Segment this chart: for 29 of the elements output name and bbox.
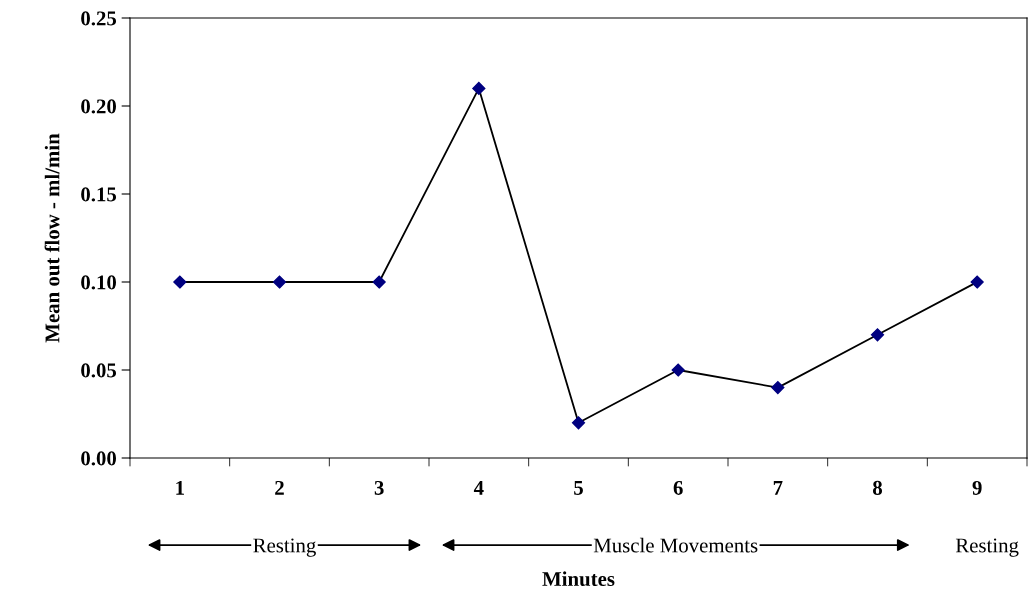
y-tick-label: 0.00 [81, 451, 117, 466]
text: Muscle Movements [593, 537, 758, 553]
x-tick-label: 4 [473, 480, 484, 495]
x-tick-label: 8 [872, 480, 883, 495]
x-tick-label: 5 [574, 481, 583, 495]
x-tick-label: 2 [275, 480, 284, 495]
x-tick-label: 7 [773, 481, 783, 495]
point [870, 328, 885, 342]
point [671, 363, 685, 377]
point [472, 81, 486, 95]
y-axis-title: Mean out flow - ml/min [44, 133, 60, 343]
x-tick-label: 3 [374, 480, 384, 495]
y-tick-label: 0.10 [81, 275, 117, 290]
point [272, 275, 287, 289]
text: Resting [955, 538, 1019, 557]
y-tick-label: 0.20 [81, 99, 117, 114]
y-tick-label: 0.25 [81, 11, 117, 26]
point [571, 416, 586, 430]
text: Resting [253, 538, 316, 557]
point [173, 275, 187, 289]
y-tick-label: 0.05 [81, 363, 117, 378]
point [970, 275, 984, 289]
x-axis-title: Minutes [542, 571, 615, 587]
x-tick-label: 1 [176, 480, 184, 495]
point [771, 381, 785, 395]
x-tick-label: 9 [972, 480, 982, 495]
y-tick-label: 0.15 [81, 187, 117, 202]
point [372, 275, 386, 289]
x-tick-label: 6 [673, 480, 683, 495]
